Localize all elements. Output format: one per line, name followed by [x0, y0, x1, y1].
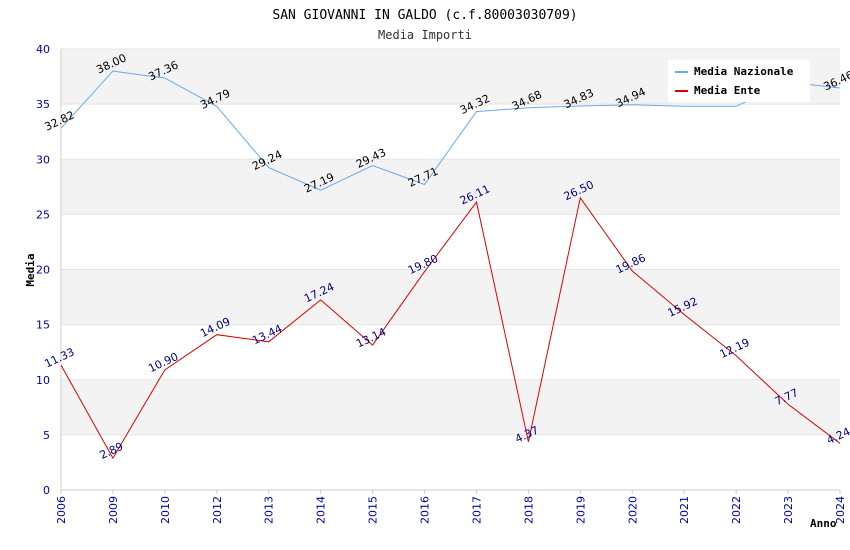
x-tick-label: 2006	[55, 496, 68, 524]
y-tick-label: 25	[36, 208, 50, 221]
x-tick-label: 2012	[211, 496, 224, 524]
axes	[60, 49, 840, 491]
x-tick-label: 2024	[834, 496, 847, 524]
grid-band	[61, 159, 840, 215]
x-tick-label: 2015	[367, 496, 380, 524]
x-axis-label: Anno	[810, 517, 837, 530]
x-tick-label: 2018	[522, 496, 535, 524]
x-tick-label: 2010	[159, 496, 172, 524]
y-tick-labels: 0 5 10 15 20 25 30 35 40	[36, 43, 50, 497]
x-tick-label: 2014	[315, 496, 328, 524]
chart-title: SAN GIOVANNI IN GALDO (c.f.80003030709)	[272, 8, 577, 23]
y-tick-label: 20	[36, 264, 50, 277]
series-line-ente	[60, 196, 841, 460]
x-tick-label: 2020	[626, 496, 639, 524]
series-lines	[60, 70, 841, 460]
x-tick-label: 2021	[678, 496, 691, 524]
legend-box	[668, 60, 810, 102]
x-tick-label: 2017	[470, 496, 483, 524]
series-line-nazionale	[60, 70, 841, 191]
y-tick-label: 10	[36, 374, 50, 387]
y-tick-label: 5	[43, 429, 50, 442]
x-tick-label: 2019	[574, 496, 587, 524]
y-tick-label: 30	[36, 153, 50, 166]
legend: Media Nazionale Media Ente	[668, 60, 810, 102]
x-tick-label: 2009	[107, 496, 120, 524]
grid-band	[61, 379, 840, 435]
grid-band	[61, 104, 840, 160]
x-tick-labels: 2006 2009 2010 2012 2013 2014 2015 2016 2017 2018…	[55, 490, 847, 524]
y-tick-label: 0	[43, 484, 50, 497]
grid-band	[61, 269, 840, 325]
x-tick-label: 2016	[419, 496, 432, 524]
x-tick-label: 2023	[782, 496, 795, 524]
y-axis-label: Media	[24, 253, 37, 286]
plot-background	[61, 48, 840, 491]
grid-band	[61, 434, 840, 490]
chart-subtitle: Media Importi	[378, 28, 472, 42]
y-tick-label: 40	[36, 43, 50, 56]
legend-label-ente: Media Ente	[694, 84, 761, 97]
legend-label-nazionale: Media Nazionale	[694, 65, 794, 78]
grid-band	[61, 214, 840, 270]
x-tick-label: 2013	[263, 496, 276, 524]
y-tick-label: 15	[36, 319, 50, 332]
y-tick-label: 35	[36, 98, 50, 111]
x-tick-label: 2022	[730, 496, 743, 524]
